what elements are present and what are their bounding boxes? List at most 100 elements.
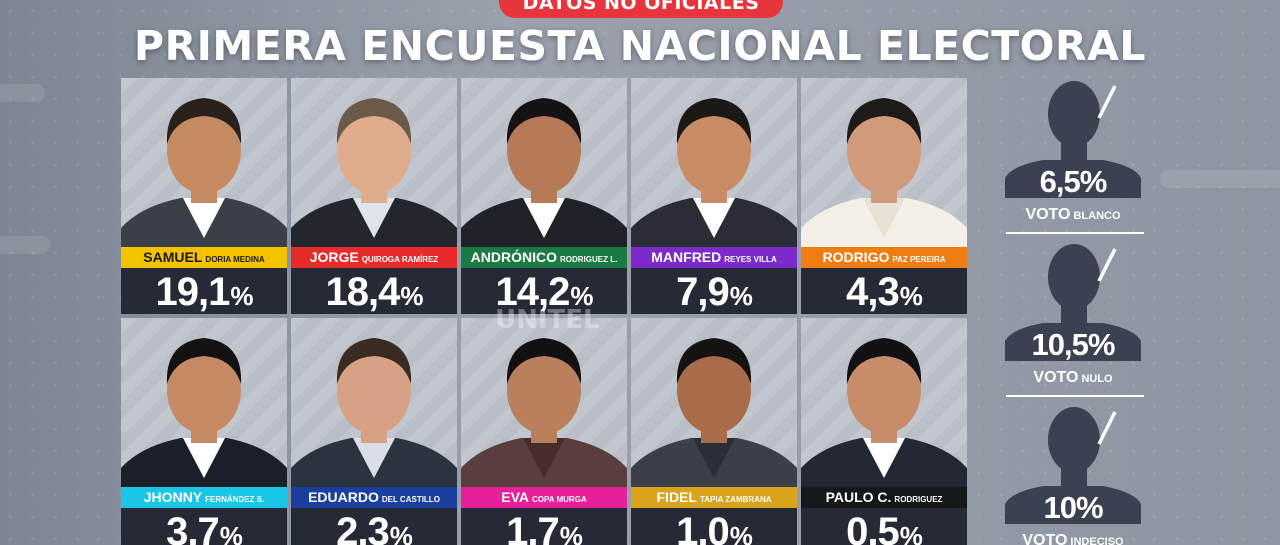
other-vote-block: 6,5% VOTO BLANCO <box>1003 78 1144 238</box>
candidate-first-name: JHONNY <box>143 489 203 505</box>
percentage-value: 2,3 <box>336 510 390 545</box>
candidate-percentage: 7,9% <box>631 268 797 314</box>
percentage-unit: % <box>400 281 423 311</box>
candidate-percentage: 1,7% <box>461 508 627 545</box>
candidate-name-bar: JHONNY FERNÁNDEZ S. <box>121 487 287 508</box>
other-vote-label-main: VOTO <box>1025 206 1071 223</box>
candidate-last-name: TAPIA ZAMBRANA <box>699 495 772 504</box>
candidate-card: FIDEL TAPIA ZAMBRANA 1,0% <box>631 318 797 545</box>
candidate-name-bar: RODRIGO PAZ PEREIRA <box>801 247 967 268</box>
other-vote-percentage: 6,5% <box>1039 164 1108 199</box>
candidate-first-name: PAULO C. <box>825 489 892 505</box>
candidate-first-name: RODRIGO <box>822 249 890 265</box>
person-silhouette-icon <box>1005 244 1141 361</box>
candidate-card: EVA COPA MURGA 1,7% <box>461 318 627 545</box>
candidate-card: SAMUEL DORIA MEDINA 19,1% <box>121 78 287 314</box>
candidate-card: EDUARDO DEL CASTILLO 2,3% <box>291 318 457 545</box>
candidate-percentage: 0,5% <box>801 508 967 545</box>
percentage-value: 4,3 <box>846 270 900 314</box>
background-stripe <box>1160 170 1280 188</box>
candidate-photo <box>291 338 457 488</box>
candidate-name-bar: FIDEL TAPIA ZAMBRANA <box>631 487 797 508</box>
separator-line <box>1006 395 1144 397</box>
candidate-photo <box>631 338 797 488</box>
candidate-photo <box>631 98 797 248</box>
candidate-name-bar: ANDRÓNICO RODRIGUEZ L. <box>461 247 627 268</box>
candidate-card: JHONNY FERNÁNDEZ S. 3,7% <box>121 318 287 545</box>
other-vote-percentage: 10% <box>1043 490 1103 525</box>
candidate-last-name: RODRIGUEZ L. <box>560 255 618 264</box>
percentage-value: 1,0 <box>676 510 730 545</box>
percentage-unit: % <box>389 521 413 545</box>
candidate-card: MANFRED REYES VILLA 7,9% <box>631 78 797 314</box>
candidate-first-name: EVA <box>501 489 530 505</box>
candidate-first-name: EDUARDO <box>308 489 379 505</box>
candidate-photo <box>291 98 457 248</box>
candidate-name-bar: MANFRED REYES VILLA <box>631 247 797 268</box>
percentage-value: 3,7 <box>166 510 220 545</box>
other-vote-label: VOTO BLANCO <box>1003 206 1143 224</box>
candidate-name-bar: EDUARDO DEL CASTILLO <box>291 487 457 508</box>
candidate-name-bar: EVA COPA MURGA <box>461 487 627 508</box>
candidate-photo <box>801 338 967 488</box>
percentage-value: 0,5 <box>846 510 900 545</box>
candidate-last-name: RODRIGUEZ <box>894 495 943 504</box>
candidate-photo <box>461 98 627 248</box>
percentage-value: 7,9 <box>676 270 730 314</box>
other-vote-label-type: NULO <box>1081 373 1113 385</box>
percentage-value: 1,7 <box>506 510 560 545</box>
candidate-photo <box>121 98 287 248</box>
candidate-percentage: 3,7% <box>121 508 287 545</box>
candidate-percentage: 4,3% <box>801 268 967 314</box>
candidate-name-bar: JORGE QUIROGA RAMÍREZ <box>291 247 457 268</box>
candidate-last-name: QUIROGA RAMÍREZ <box>361 255 439 264</box>
other-vote-label-type: BLANCO <box>1073 210 1121 222</box>
percentage-value: 14,2 <box>495 270 571 314</box>
percentage-unit: % <box>559 521 583 545</box>
candidate-photo <box>801 98 967 248</box>
candidate-card: JORGE QUIROGA RAMÍREZ 18,4% <box>291 78 457 314</box>
other-vote-label: VOTO INDECISO <box>1003 532 1143 545</box>
percentage-unit: % <box>729 281 753 311</box>
other-vote-label: VOTO NULO <box>1003 369 1143 387</box>
candidate-last-name: FERNÁNDEZ S. <box>205 495 265 504</box>
percentage-unit: % <box>230 281 253 311</box>
candidate-percentage: 2,3% <box>291 508 457 545</box>
percentage-unit: % <box>219 521 243 545</box>
candidate-photo <box>461 338 627 488</box>
watermark: UNITEL <box>495 305 600 335</box>
candidate-first-name: MANFRED <box>651 249 722 265</box>
candidate-last-name: PAZ PEREIRA <box>892 255 946 264</box>
percentage-value: 19,1 <box>155 270 231 314</box>
candidate-photo <box>121 338 287 488</box>
candidate-name-bar: PAULO C. RODRIGUEZ <box>801 487 967 508</box>
background-stripe <box>0 236 50 254</box>
other-vote-block: 10% VOTO INDECISO <box>1003 404 1143 545</box>
other-vote-label-type: INDECISO <box>1070 536 1124 545</box>
candidate-percentage: 18,4% <box>291 268 457 314</box>
candidate-last-name: DORIA MEDINA <box>205 255 265 264</box>
candidate-card: PAULO C. RODRIGUEZ 0,5% <box>801 318 967 545</box>
percentage-unit: % <box>899 521 923 545</box>
person-silhouette-icon <box>1005 407 1141 524</box>
candidate-first-name: SAMUEL <box>143 249 203 265</box>
candidate-first-name: FIDEL <box>656 489 697 505</box>
page-title: PRIMERA ENCUESTA NACIONAL ELECTORAL <box>134 22 1146 70</box>
separator-line <box>1006 232 1144 234</box>
candidate-percentage: 14,2% <box>461 268 627 314</box>
candidate-first-name: ANDRÓNICO <box>470 249 557 265</box>
other-vote-percentage: 10,5% <box>1031 327 1116 362</box>
percentage-unit: % <box>570 281 593 311</box>
candidate-percentage: 1,0% <box>631 508 797 545</box>
percentage-value: 18,4 <box>325 270 401 314</box>
background-stripe <box>0 84 45 102</box>
candidate-last-name: COPA MURGA <box>532 495 587 504</box>
candidate-card: RODRIGO PAZ PEREIRA 4,3% <box>801 78 967 314</box>
percentage-unit: % <box>729 521 753 545</box>
other-vote-label-main: VOTO <box>1033 369 1079 386</box>
unofficial-data-badge: DATOS NO OFICIALES <box>499 0 783 18</box>
candidate-first-name: JORGE <box>309 249 359 265</box>
other-vote-label-main: VOTO <box>1022 532 1068 545</box>
candidate-card: ANDRÓNICO RODRIGUEZ L. 14,2% <box>461 78 627 314</box>
candidate-percentage: 19,1% <box>121 268 287 314</box>
